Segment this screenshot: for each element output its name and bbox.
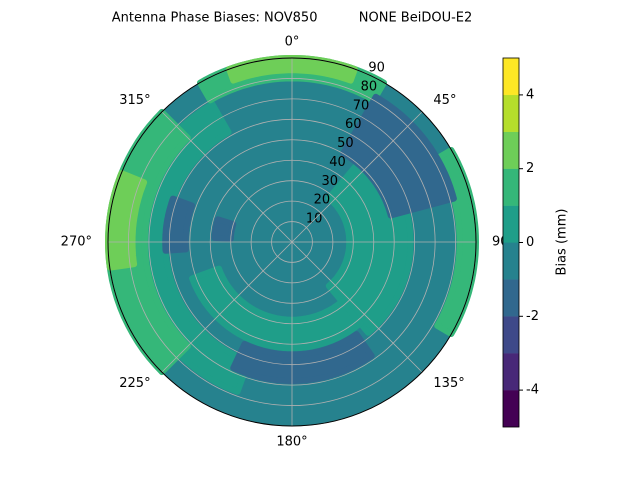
r-tick-label: 80 bbox=[361, 79, 378, 94]
colorbar-tick-label: 2 bbox=[526, 161, 534, 176]
polar-frame bbox=[107, 57, 477, 427]
colorbar-band bbox=[502, 279, 520, 317]
grid-spoke bbox=[291, 241, 423, 373]
chart-title: Antenna Phase Biases: NOV850 NONE BeiDOU… bbox=[112, 11, 473, 26]
r-tick-label: 30 bbox=[321, 174, 338, 189]
contour-region bbox=[211, 216, 237, 242]
colorbar-band bbox=[502, 168, 520, 206]
colorbar-band bbox=[502, 389, 520, 428]
grid-spoke bbox=[161, 241, 293, 373]
r-tick-label: 50 bbox=[337, 136, 354, 151]
grid-spoke bbox=[291, 111, 423, 243]
theta-tick-label: 0° bbox=[285, 35, 300, 50]
contour-region bbox=[189, 265, 364, 352]
colorbar-band bbox=[502, 242, 520, 280]
colorbar-tick-label: -4 bbox=[526, 383, 539, 398]
colorbar-label: Bias (mm) bbox=[555, 209, 570, 276]
colorbar-tick-label: 0 bbox=[526, 235, 534, 250]
colorbar-tick-label: -2 bbox=[526, 309, 539, 324]
r-tick-label: 90 bbox=[368, 61, 385, 76]
r-tick-label: 40 bbox=[329, 155, 346, 170]
r-tick-label: 20 bbox=[314, 193, 331, 208]
theta-tick-label: 135° bbox=[433, 376, 464, 391]
r-tick-label: 60 bbox=[345, 117, 362, 132]
colorbar-band bbox=[502, 205, 520, 243]
colorbar-band bbox=[502, 57, 520, 96]
theta-tick-label: 45° bbox=[433, 93, 456, 108]
colorbar-band bbox=[502, 94, 520, 132]
theta-tick-label: 180° bbox=[276, 435, 307, 450]
contour-region bbox=[162, 195, 196, 254]
grid-spoke bbox=[161, 111, 293, 243]
contour-region bbox=[230, 331, 375, 384]
theta-tick-label: 270° bbox=[61, 235, 92, 250]
theta-tick-label: 225° bbox=[119, 376, 150, 391]
colorbar-band bbox=[502, 131, 520, 169]
colorbar-band bbox=[502, 316, 520, 354]
colorbar-tick-label: 4 bbox=[526, 87, 534, 102]
colorbar-band bbox=[502, 353, 520, 391]
theta-tick-label: 315° bbox=[119, 93, 150, 108]
r-tick-label: 70 bbox=[353, 98, 370, 113]
